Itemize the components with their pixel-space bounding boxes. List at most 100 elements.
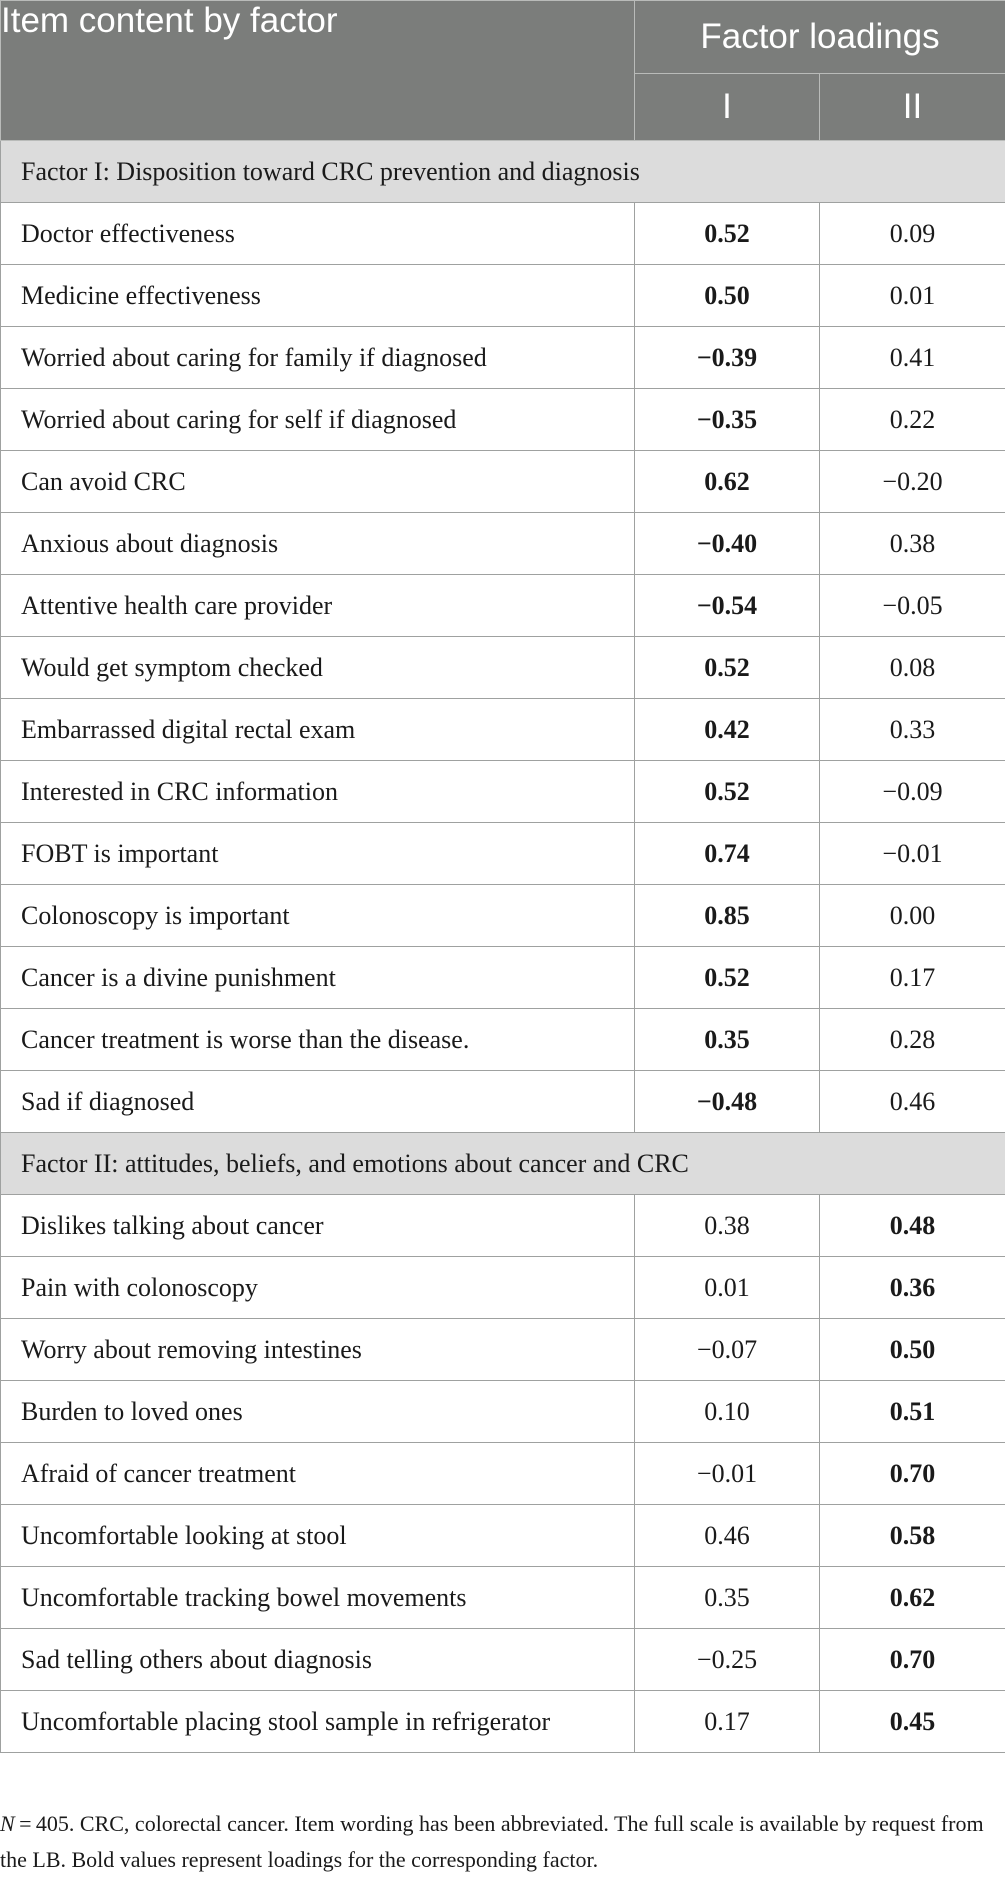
footnote-text: = 405. CRC, colorectal cancer. Item word… [0, 1811, 984, 1872]
factor-1-cell: 0.46 [634, 1504, 820, 1567]
factor-2-cell: 0.45 [818, 1690, 1005, 1753]
table-row: Uncomfortable tracking bowel movements 0.… [0, 1566, 1005, 1629]
factor-1-cell: 0.42 [634, 698, 820, 761]
factor-1-cell: 0.52 [634, 946, 820, 1009]
factor-2-cell: 0.62 [818, 1566, 1005, 1629]
item-cell: Cancer is a divine punishment [0, 946, 635, 1009]
item-cell: Colonoscopy is important [0, 884, 635, 947]
factor-1-cell: −0.39 [634, 326, 820, 389]
factor-1-cell: −0.54 [634, 574, 820, 637]
factor-2-cell: −0.20 [818, 450, 1005, 513]
factor-2-cell: −0.09 [818, 760, 1005, 823]
table-row: Attentive health care provider −0.54 −0.05 [0, 574, 1005, 637]
factor-1-cell: 0.35 [634, 1008, 820, 1071]
item-cell: Pain with colonoscopy [0, 1256, 635, 1319]
item-cell: Medicine effectiveness [0, 264, 635, 327]
factor-1-cell: 0.85 [634, 884, 820, 947]
factor-2-cell: 0.28 [818, 1008, 1005, 1071]
item-cell: Embarrassed digital rectal exam [0, 698, 635, 761]
item-cell: Burden to loved ones [0, 1380, 635, 1443]
factor-2-cell: 0.41 [818, 326, 1005, 389]
factor-1-cell: −0.25 [634, 1628, 820, 1691]
item-cell: Dislikes talking about cancer [0, 1194, 635, 1257]
factor-2-cell: 0.70 [818, 1628, 1005, 1691]
section-row: Factor I: Disposition toward CRC prevent… [0, 140, 1005, 203]
factor-2-cell: 0.38 [818, 512, 1005, 575]
factor-1-cell: 0.52 [634, 760, 820, 823]
factor-2-header: II [818, 73, 1005, 141]
factor-1-cell: 0.52 [634, 636, 820, 699]
item-cell: Would get symptom checked [0, 636, 635, 699]
table-row: Worried about caring for family if diagn… [0, 326, 1005, 389]
factor-1-cell: 0.01 [634, 1256, 820, 1319]
table-row: Afraid of cancer treatment −0.01 0.70 [0, 1442, 1005, 1505]
factor-2-cell: 0.51 [818, 1380, 1005, 1443]
table-row: Cancer treatment is worse than the disea… [0, 1008, 1005, 1071]
item-cell: Anxious about diagnosis [0, 512, 635, 575]
table-row: Burden to loved ones 0.10 0.51 [0, 1380, 1005, 1443]
table-row: Sad telling others about diagnosis −0.25 0… [0, 1628, 1005, 1691]
item-cell: Interested in CRC information [0, 760, 635, 823]
table-row: Medicine effectiveness 0.50 0.01 [0, 264, 1005, 327]
table-row: Pain with colonoscopy 0.01 0.36 [0, 1256, 1005, 1319]
factor-loadings-header: Factor loadings [633, 0, 1005, 74]
factor-1-cell: 0.74 [634, 822, 820, 885]
section-title: Factor I: Disposition toward CRC prevent… [0, 140, 1005, 203]
table-row: Interested in CRC information 0.52 −0.09 [0, 760, 1005, 823]
table-row: Doctor effectiveness 0.52 0.09 [0, 202, 1005, 265]
table-row: Colonoscopy is important 0.85 0.00 [0, 884, 1005, 947]
factor-2-cell: 0.08 [818, 636, 1005, 699]
section-row: Factor II: attitudes, beliefs, and emoti… [0, 1132, 1005, 1195]
item-column-header: Item content by factor [0, 0, 635, 141]
factor-1-cell: −0.40 [634, 512, 820, 575]
factor-2-cell: 0.70 [818, 1442, 1005, 1505]
factor-1-cell: 0.52 [634, 202, 820, 265]
factor-1-cell: −0.07 [634, 1318, 820, 1381]
item-cell: Uncomfortable tracking bowel movements [0, 1566, 635, 1629]
factor-2-cell: 0.33 [818, 698, 1005, 761]
table-body: Factor I: Disposition toward CRC prevent… [0, 140, 1005, 1753]
factor-1-cell: −0.48 [634, 1070, 820, 1133]
table-row: Can avoid CRC 0.62 −0.20 [0, 450, 1005, 513]
factor-1-cell: 0.17 [634, 1690, 820, 1753]
section-title: Factor II: attitudes, beliefs, and emoti… [0, 1132, 1005, 1195]
factor-2-cell: 0.50 [818, 1318, 1005, 1381]
item-cell: Sad telling others about diagnosis [0, 1628, 635, 1691]
item-cell: Sad if diagnosed [0, 1070, 635, 1133]
table-row: FOBT is important 0.74 −0.01 [0, 822, 1005, 885]
factor-1-cell: −0.01 [634, 1442, 820, 1505]
item-cell: Can avoid CRC [0, 450, 635, 513]
factor-2-cell: −0.01 [818, 822, 1005, 885]
factor-2-cell: 0.46 [818, 1070, 1005, 1133]
factor-2-cell: 0.00 [818, 884, 1005, 947]
table-footnote: N = 405. CRC, colorectal cancer. Item wo… [0, 1806, 1000, 1878]
table-row: Uncomfortable placing stool sample in re… [0, 1690, 1005, 1753]
factor-1-cell: 0.62 [634, 450, 820, 513]
factor-2-cell: 0.48 [818, 1194, 1005, 1257]
factor-2-cell: 0.36 [818, 1256, 1005, 1319]
item-cell: Worried about caring for self if diagnos… [0, 388, 635, 451]
table-row: Sad if diagnosed −0.48 0.46 [0, 1070, 1005, 1133]
factor-1-cell: 0.35 [634, 1566, 820, 1629]
factor-2-cell: 0.22 [818, 388, 1005, 451]
item-cell: Worry about removing intestines [0, 1318, 635, 1381]
footnote-n-label: N [0, 1811, 15, 1836]
table-row: Embarrassed digital rectal exam 0.42 0.33 [0, 698, 1005, 761]
item-cell: Worried about caring for family if diagn… [0, 326, 635, 389]
item-cell: Afraid of cancer treatment [0, 1442, 635, 1505]
factor-2-cell: −0.05 [818, 574, 1005, 637]
factor-2-cell: 0.09 [818, 202, 1005, 265]
factor-1-header: I [634, 73, 820, 141]
table-row: Worried about caring for self if diagnos… [0, 388, 1005, 451]
factor-2-cell: 0.01 [818, 264, 1005, 327]
item-cell: Uncomfortable looking at stool [0, 1504, 635, 1567]
table-row: Uncomfortable looking at stool 0.46 0.58 [0, 1504, 1005, 1567]
table-row: Dislikes talking about cancer 0.38 0.48 [0, 1194, 1005, 1257]
factor-2-cell: 0.58 [818, 1504, 1005, 1567]
factor-1-cell: −0.35 [634, 388, 820, 451]
factor-1-cell: 0.38 [634, 1194, 820, 1257]
item-cell: Uncomfortable placing stool sample in re… [0, 1690, 635, 1753]
table-row: Cancer is a divine punishment 0.52 0.17 [0, 946, 1005, 1009]
table-row: Anxious about diagnosis −0.40 0.38 [0, 512, 1005, 575]
